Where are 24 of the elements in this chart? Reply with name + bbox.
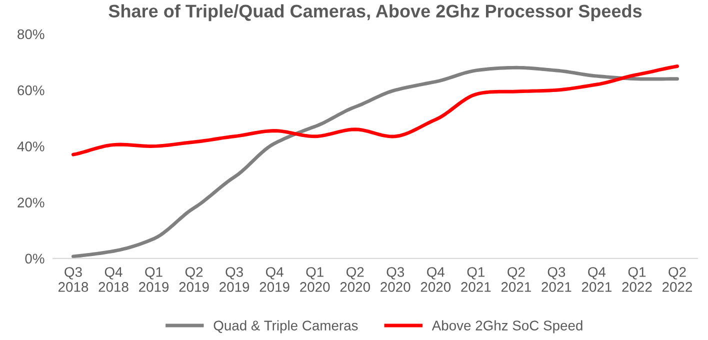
x-tick-label: Q2 2021	[501, 267, 531, 292]
x-tick-label: Q2 2022	[662, 267, 692, 292]
x-tick-label: Q3 2018	[58, 267, 88, 292]
x-tick-label: Q2 2020	[340, 267, 370, 292]
x-tick-label: Q1 2020	[300, 267, 330, 292]
y-tick-label: 60%	[18, 85, 44, 96]
x-tick-label: Q2 2019	[179, 267, 209, 292]
x-tick-label: Q1 2022	[622, 267, 652, 292]
x-tick-label: Q1 2021	[461, 267, 491, 292]
y-tick-label: 0%	[25, 254, 44, 264]
y-tick-label: 20%	[18, 198, 44, 208]
x-tick-label: Q4 2018	[98, 267, 128, 292]
y-tick-label: 40%	[17, 142, 44, 152]
y-tick-label: 80%	[18, 29, 44, 40]
legend-label: Above 2Ghz SoC Speed	[432, 320, 582, 334]
x-tick-label: Q1 2019	[139, 267, 169, 292]
x-tick-label: Q3 2021	[542, 267, 572, 292]
legend-label: Quad & Triple Cameras	[214, 320, 358, 334]
x-tick-label: Q3 2019	[220, 267, 250, 292]
x-tick-label: Q4 2020	[420, 267, 451, 292]
x-tick-label: Q4 2019	[260, 267, 290, 292]
chart-title: Share of Triple/Quad Cameras, Above 2Ghz Processor Speeds	[108, 4, 642, 22]
x-tick-label: Q4 2021	[582, 267, 612, 292]
x-tick-label: Q3 2020	[380, 267, 410, 292]
